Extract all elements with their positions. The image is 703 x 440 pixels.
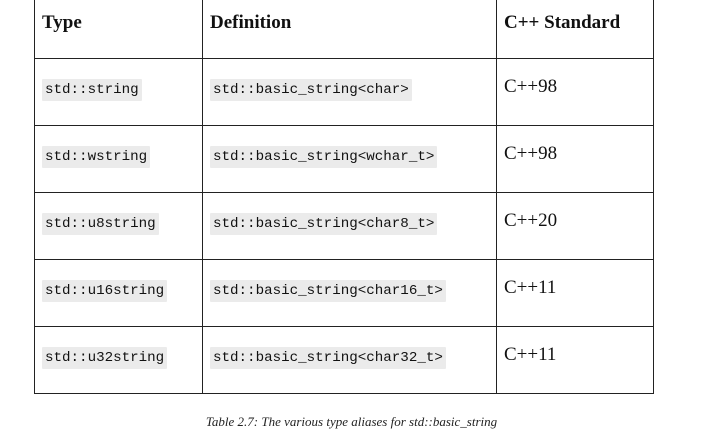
type-cell: std::u16string [34, 259, 203, 327]
standard-text: C++98 [504, 75, 558, 97]
standard-cell: C++11 [496, 326, 654, 394]
definition-code: std::basic_string<wchar_t> [210, 145, 438, 168]
definition-code: std::basic_string<char16_t> [210, 279, 446, 302]
table-row: std::u16string std::basic_string<char16_… [34, 259, 654, 327]
type-cell: std::u8string [34, 192, 203, 260]
standard-text: C++20 [504, 209, 558, 231]
standard-cell: C++98 [496, 125, 654, 193]
type-aliases-table: Type Definition C++ Standard std::string… [34, 0, 654, 394]
table-row: std::u32string std::basic_string<char32_… [34, 326, 654, 394]
standard-text: C++11 [504, 276, 557, 298]
header-type: Type [34, 0, 203, 59]
standard-cell: C++11 [496, 259, 654, 327]
type-code: std::u16string [42, 279, 168, 302]
definition-cell: std::basic_string<char8_t> [202, 192, 497, 260]
table-caption: Table 2.7: The various type aliases for … [205, 414, 498, 429]
table-row: std::u8string std::basic_string<char8_t>… [34, 192, 654, 260]
definition-code: std::basic_string<char8_t> [210, 212, 438, 235]
type-cell: std::string [34, 58, 203, 126]
standard-cell: C++98 [496, 58, 654, 126]
standard-text: C++98 [504, 142, 558, 164]
table-header-row: Type Definition C++ Standard [34, 0, 654, 59]
definition-code: std::basic_string<char> [210, 78, 412, 101]
table-row: std::wstring std::basic_string<wchar_t> … [34, 125, 654, 193]
definition-cell: std::basic_string<char> [202, 58, 497, 126]
definition-cell: std::basic_string<char32_t> [202, 326, 497, 394]
header-cpp-standard: C++ Standard [496, 0, 654, 59]
standard-text: C++11 [504, 343, 557, 365]
definition-code: std::basic_string<char32_t> [210, 346, 446, 369]
type-code: std::string [42, 78, 142, 101]
type-code: std::u8string [42, 212, 159, 235]
type-code: std::u32string [42, 346, 168, 369]
type-cell: std::u32string [34, 326, 203, 394]
type-code: std::wstring [42, 145, 151, 168]
definition-cell: std::basic_string<wchar_t> [202, 125, 497, 193]
standard-cell: C++20 [496, 192, 654, 260]
header-definition: Definition [202, 0, 497, 59]
table-row: std::string std::basic_string<char> C++9… [34, 58, 654, 126]
definition-cell: std::basic_string<char16_t> [202, 259, 497, 327]
type-cell: std::wstring [34, 125, 203, 193]
